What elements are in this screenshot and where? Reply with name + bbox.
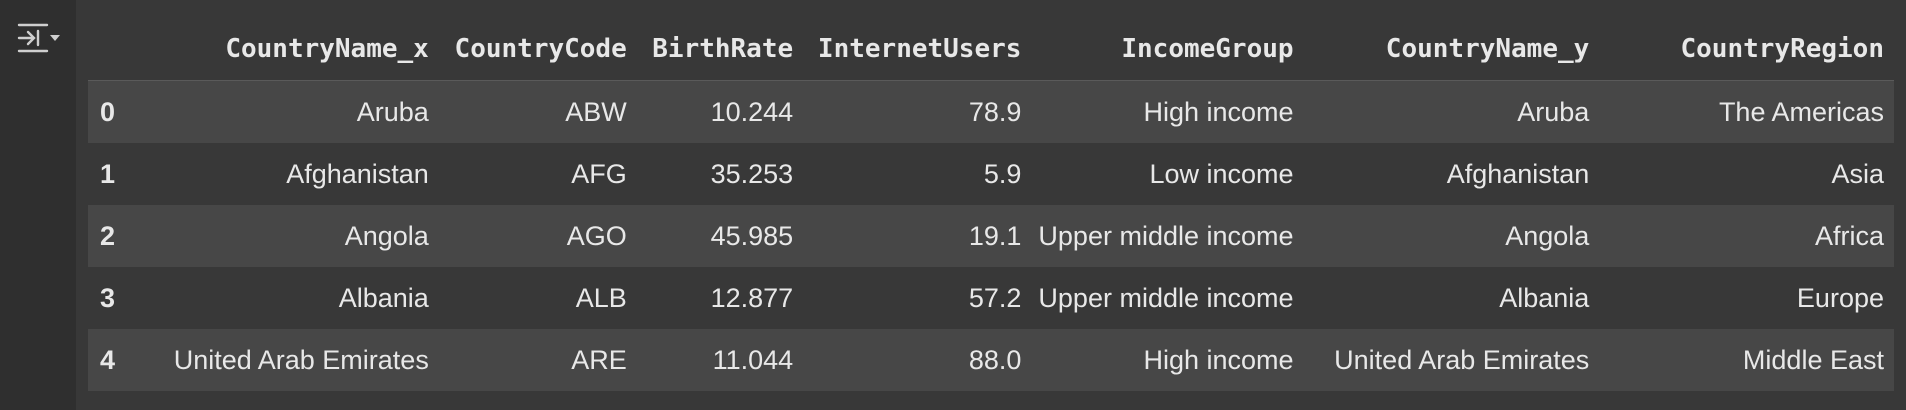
- header-cell-birthrate: BirthRate: [636, 18, 804, 81]
- output-format-icon[interactable]: [16, 20, 64, 56]
- cell-countrycode: ALB: [438, 267, 637, 329]
- row-index: 3: [88, 267, 138, 329]
- table-row: 0 Aruba ABW 10.244 78.9 High income Arub…: [88, 80, 1894, 143]
- row-index: 4: [88, 329, 138, 391]
- cell-internetusers: 19.1: [803, 205, 1032, 267]
- header-cell-index: [88, 18, 138, 81]
- cell-internetusers: 57.2: [803, 267, 1032, 329]
- output-gutter: [0, 0, 76, 410]
- cell-incomegroup: Low income: [1031, 143, 1304, 205]
- cell-countryname-x: Angola: [137, 205, 439, 267]
- row-index: 1: [88, 143, 138, 205]
- header-cell-countrycode: CountryCode: [438, 18, 637, 81]
- cell-countryname-y: Aruba: [1303, 80, 1600, 143]
- cell-countryname-x: Afghanistan: [137, 143, 439, 205]
- cell-countryname-x: Aruba: [137, 80, 439, 143]
- cell-incomegroup: High income: [1031, 80, 1304, 143]
- row-index: 2: [88, 205, 138, 267]
- cell-incomegroup: Upper middle income: [1031, 205, 1304, 267]
- table-row: 1 Afghanistan AFG 35.253 5.9 Low income …: [88, 143, 1894, 205]
- cell-countryregion: The Americas: [1599, 80, 1894, 143]
- cell-internetusers: 5.9: [803, 143, 1032, 205]
- cell-incomegroup: High income: [1031, 329, 1304, 391]
- cell-countryregion: Africa: [1599, 205, 1894, 267]
- cell-countryregion: Asia: [1599, 143, 1894, 205]
- header-cell-countryname-x: CountryName_x: [137, 18, 439, 81]
- cell-birthrate: 11.044: [636, 329, 804, 391]
- cell-countrycode: ABW: [438, 80, 637, 143]
- cell-countryname-x: United Arab Emirates: [137, 329, 439, 391]
- table-row: 3 Albania ALB 12.877 57.2 Upper middle i…: [88, 267, 1894, 329]
- cell-countryname-y: Afghanistan: [1303, 143, 1600, 205]
- cell-birthrate: 35.253: [636, 143, 804, 205]
- dataframe-table-container: CountryName_x CountryCode BirthRate Inte…: [88, 18, 1894, 391]
- cell-countryregion: Europe: [1599, 267, 1894, 329]
- cell-birthrate: 45.985: [636, 205, 804, 267]
- cell-countrycode: AFG: [438, 143, 637, 205]
- header-row: CountryName_x CountryCode BirthRate Inte…: [88, 18, 1894, 81]
- cell-countryname-x: Albania: [137, 267, 439, 329]
- cell-countryname-y: Albania: [1303, 267, 1600, 329]
- table-row: 4 United Arab Emirates ARE 11.044 88.0 H…: [88, 329, 1894, 391]
- row-index: 0: [88, 80, 138, 143]
- header-cell-incomegroup: IncomeGroup: [1031, 18, 1304, 81]
- cell-countrycode: AGO: [438, 205, 637, 267]
- table-row: 2 Angola AGO 45.985 19.1 Upper middle in…: [88, 205, 1894, 267]
- dataframe-table: CountryName_x CountryCode BirthRate Inte…: [88, 18, 1894, 391]
- header-cell-internetusers: InternetUsers: [803, 18, 1032, 81]
- cell-internetusers: 88.0: [803, 329, 1032, 391]
- cell-birthrate: 10.244: [636, 80, 804, 143]
- header-cell-countryname-y: CountryName_y: [1303, 18, 1600, 81]
- cell-countryregion: Middle East: [1599, 329, 1894, 391]
- cell-countryname-y: Angola: [1303, 205, 1600, 267]
- cell-countryname-y: United Arab Emirates: [1303, 329, 1600, 391]
- header-cell-countryregion: CountryRegion: [1599, 18, 1894, 81]
- cell-countrycode: ARE: [438, 329, 637, 391]
- cell-birthrate: 12.877: [636, 267, 804, 329]
- cell-internetusers: 78.9: [803, 80, 1032, 143]
- cell-incomegroup: Upper middle income: [1031, 267, 1304, 329]
